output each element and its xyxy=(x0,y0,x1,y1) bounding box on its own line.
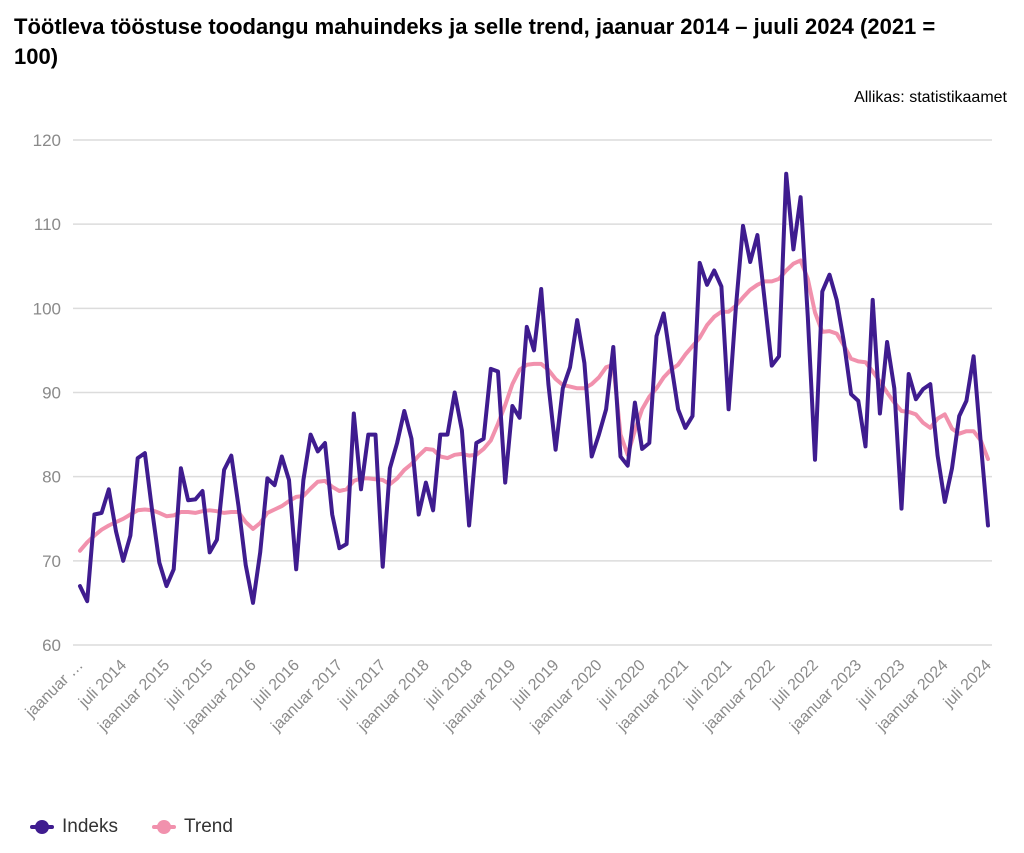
legend-item-trend[interactable]: Trend xyxy=(151,816,233,838)
indeks-legend-symbol xyxy=(30,820,54,834)
y-tick-label: 80 xyxy=(42,468,61,487)
y-tick-label: 60 xyxy=(42,636,61,655)
series-line-trend xyxy=(78,258,990,553)
chart-title: Töötleva tööstuse toodangu mahuindeks ja… xyxy=(14,14,936,69)
legend: Indeks Trend xyxy=(30,816,233,838)
y-tick-label: 120 xyxy=(33,131,61,150)
trend-legend-symbol xyxy=(151,820,176,834)
legend-label-trend: Trend xyxy=(183,816,233,837)
y-tick-label: 70 xyxy=(42,552,61,571)
y-tick-label: 110 xyxy=(34,215,61,234)
legend-item-indeks[interactable]: Indeks xyxy=(30,816,118,838)
x-tick-label: jaanuar … xyxy=(22,657,87,722)
y-tick-label: 90 xyxy=(42,384,61,403)
x-tick-label: juli 2024 xyxy=(940,657,995,712)
series-line-indeks xyxy=(78,171,990,605)
y-tick-label: 100 xyxy=(33,299,61,318)
legend-label-indeks: Indeks xyxy=(62,816,118,837)
source-note: Allikas: statistikaamet xyxy=(854,89,1007,106)
